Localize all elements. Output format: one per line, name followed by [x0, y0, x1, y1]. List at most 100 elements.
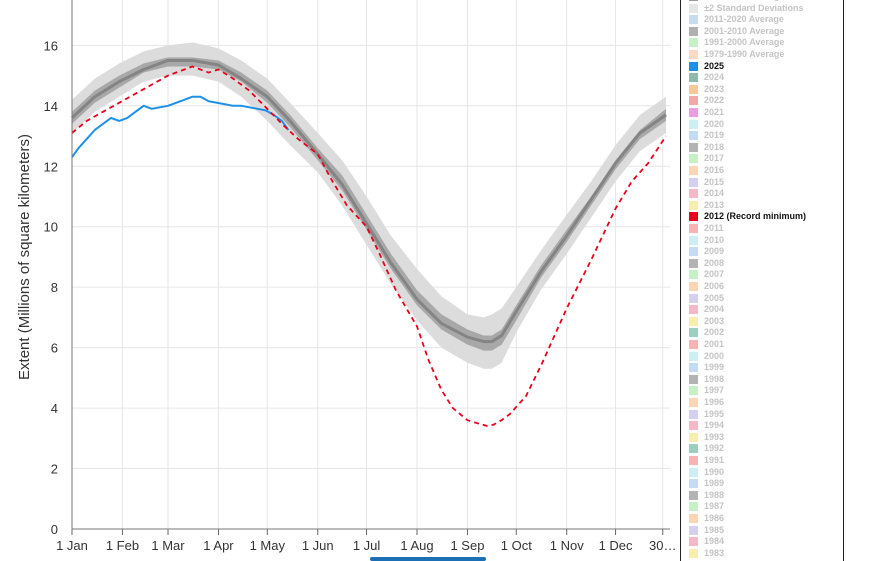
legend-item[interactable]: 1996	[689, 397, 724, 408]
x-tick-label: 1 Apr	[203, 538, 234, 553]
y-tick-label: 0	[51, 522, 58, 537]
legend-label: 2016	[704, 165, 725, 175]
legend-item[interactable]: 1993	[689, 432, 724, 443]
legend-item[interactable]: 1989	[689, 478, 724, 489]
legend-label: 1990	[704, 466, 725, 477]
legend-item[interactable]: 2006	[689, 281, 724, 292]
y-tick-label: 16	[44, 38, 58, 53]
legend-item[interactable]: 2003	[689, 316, 724, 327]
series-line-1981-2010-average	[70, 58, 667, 344]
x-tick-label: 1 Feb	[106, 538, 139, 553]
y-tick-label: 2	[51, 462, 58, 477]
legend-swatch	[689, 177, 698, 187]
legend-swatch	[689, 340, 698, 349]
legend-item[interactable]: 2023	[689, 84, 724, 95]
legend-item[interactable]: 2022	[689, 95, 724, 106]
legend-item[interactable]: 1986	[689, 513, 724, 524]
legend-item[interactable]: 1995	[689, 409, 724, 420]
legend-item[interactable]: 2016	[689, 165, 724, 176]
legend-item[interactable]: 1983	[689, 548, 724, 559]
legend-item[interactable]: 1991	[689, 455, 724, 466]
legend-swatch	[689, 316, 698, 326]
legend-swatch	[689, 108, 698, 117]
legend-item[interactable]: 2001-2010 Average	[689, 26, 784, 37]
legend-label: 2011-2020 Average	[704, 14, 784, 25]
legend-item[interactable]: 1999	[689, 362, 724, 373]
legend-swatch	[689, 398, 698, 407]
legend-item[interactable]: 2005	[689, 293, 724, 304]
legend-item[interactable]: 2011-2020 Average	[689, 14, 784, 25]
legend-item[interactable]: 1988	[689, 490, 724, 501]
legend-item[interactable]: 2019	[689, 130, 724, 141]
legend-item[interactable]: 2007	[689, 269, 724, 280]
lines-layer	[70, 58, 667, 427]
legend-label: 1988	[704, 489, 725, 500]
legend-item[interactable]: 1981-2010 Average	[689, 0, 784, 2]
legend-item[interactable]: 2010	[689, 235, 724, 246]
legend-item[interactable]: 2025	[689, 61, 724, 72]
legend-swatch	[689, 258, 698, 268]
grid-lines	[71, 0, 670, 530]
legend-item[interactable]: 2014	[689, 188, 724, 199]
legend-item[interactable]: 2017	[689, 153, 724, 164]
legend-item[interactable]: 1991-2000 Average	[689, 37, 784, 48]
legend-item[interactable]: 2024	[689, 72, 724, 83]
x-tick-label: 1 Nov	[550, 538, 584, 553]
legend-swatch	[689, 50, 698, 59]
legend-swatch	[689, 537, 698, 547]
legend-item[interactable]: ±2 Standard Deviations	[689, 3, 803, 14]
legend-swatch	[689, 166, 698, 175]
legend-item[interactable]: 2009	[689, 246, 724, 257]
bands-layer	[72, 42, 666, 369]
x-tick-label: 1 Dec	[599, 538, 633, 553]
legend-item[interactable]: 2013	[689, 200, 724, 211]
scroll-indicator[interactable]	[370, 557, 486, 561]
legend-label: 1981-2010 Average	[704, 0, 784, 2]
legend-swatch	[689, 386, 698, 396]
legend-label: 2006	[704, 281, 725, 291]
y-tick-label: 14	[44, 99, 58, 114]
legend-swatch	[689, 26, 698, 36]
legend-item[interactable]: 1998	[689, 374, 724, 385]
legend-label: 2000	[704, 350, 725, 361]
legend-swatch	[689, 305, 698, 315]
legend-item[interactable]: 1994	[689, 420, 724, 431]
legend-item[interactable]: 1992	[689, 443, 724, 454]
y-tick-label: 4	[51, 401, 58, 416]
sea-ice-extent-chart: 0 2 4 6 8 10 12 14 16 1 Jan 1 Feb 1 Mar 1 Apr 1 May 1 …	[16, 0, 676, 553]
legend-item[interactable]: 1985	[689, 525, 724, 536]
legend-swatch	[689, 514, 698, 523]
legend-label: 2017	[704, 153, 725, 164]
legend-label: 2023	[704, 83, 725, 94]
legend-label: 2025	[704, 60, 725, 71]
legend-item[interactable]: 2020	[689, 119, 724, 130]
legend-swatch	[689, 502, 698, 512]
legend-swatch	[689, 119, 698, 129]
legend-item[interactable]: 2021	[689, 107, 724, 118]
legend-item[interactable]: 1979-1990 Average	[689, 49, 784, 60]
legend-label: 1984	[704, 536, 725, 547]
legend-swatch	[689, 84, 698, 94]
legend-swatch	[689, 224, 698, 233]
legend-item[interactable]: 2011	[689, 223, 724, 234]
legend-item[interactable]: 2018	[689, 142, 724, 153]
legend-swatch	[689, 328, 698, 338]
legend-item[interactable]: 2012 (Record minimum)	[689, 211, 806, 222]
legend-item[interactable]: 1997	[689, 385, 724, 396]
legend-item[interactable]: 1990	[689, 467, 724, 478]
legend-label: ±2 Standard Deviations	[704, 2, 804, 13]
legend-item[interactable]: 2004	[689, 304, 724, 315]
legend-item[interactable]: 1984	[689, 536, 724, 547]
legend-swatch	[689, 73, 698, 83]
legend-swatch	[689, 421, 698, 431]
legend-item[interactable]: 2000	[689, 351, 724, 362]
legend-swatch	[689, 142, 698, 152]
legend-item[interactable]: 2002	[689, 327, 724, 338]
legend-item[interactable]: 1987	[689, 501, 724, 512]
legend-label: 2013	[704, 199, 725, 210]
legend-item[interactable]: 2001	[689, 339, 724, 350]
legend-item[interactable]: 2008	[689, 258, 724, 269]
legend-item[interactable]: 2015	[689, 177, 724, 188]
legend-label: 2007	[704, 269, 725, 280]
legend-label: 2001-2010 Average	[704, 25, 785, 36]
